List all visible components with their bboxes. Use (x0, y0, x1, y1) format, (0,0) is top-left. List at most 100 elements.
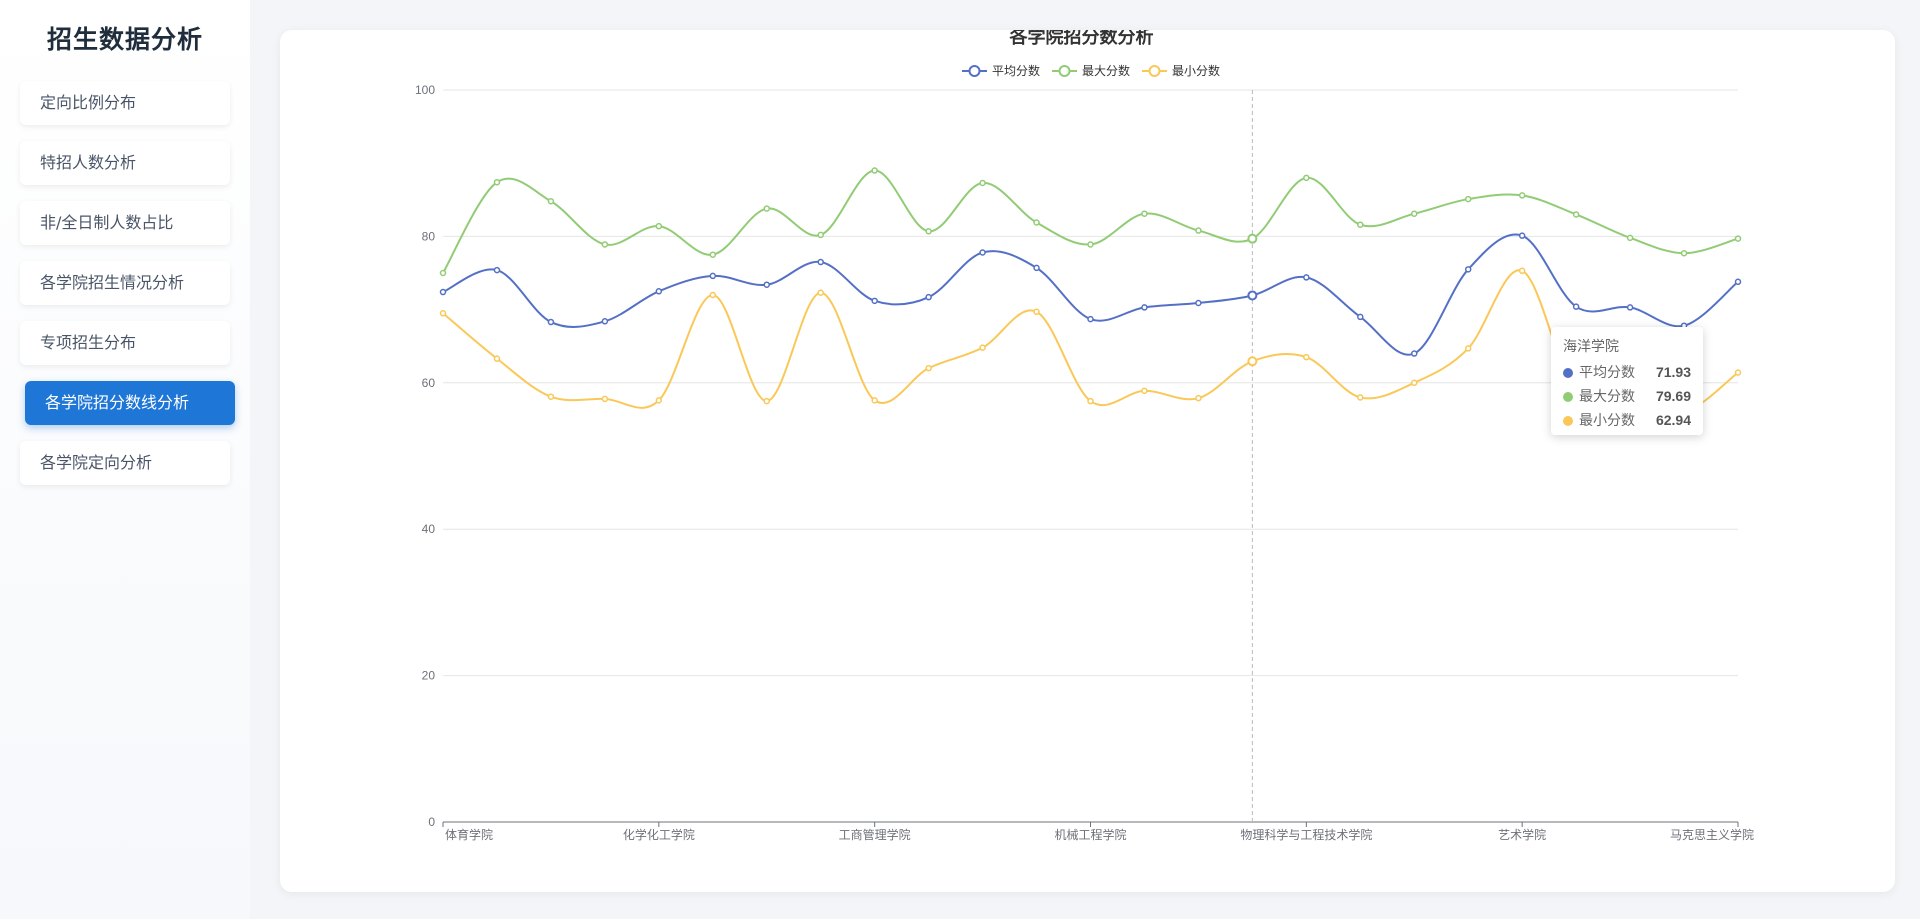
data-point-1-15 (1247, 233, 1258, 244)
data-point-1-16 (1303, 174, 1310, 182)
data-point-1-11 (1033, 219, 1040, 226)
data-point-2-2 (547, 393, 555, 400)
data-point-0-7 (817, 258, 824, 266)
data-point-2-16 (1303, 353, 1310, 361)
chart-tooltip: 海洋学院 平均分数 71.93 最大分数 79.69 最小分数 62.94 (1551, 327, 1703, 435)
tooltip-value-min: 62.94 (1655, 412, 1691, 428)
data-point-2-1 (493, 355, 501, 362)
tooltip-label-avg: 平均分数 (1579, 364, 1635, 380)
data-point-0-24 (1734, 278, 1742, 286)
data-point-2-9 (925, 364, 932, 372)
data-point-2-18 (1411, 379, 1418, 387)
tooltip-value-max: 79.69 (1655, 388, 1691, 404)
data-point-1-18 (1411, 210, 1418, 217)
sidebar-item-college-enrollment[interactable]: 各学院招生情况分析 (20, 261, 230, 305)
data-point-0-5 (709, 272, 717, 280)
data-point-0-8 (871, 297, 878, 305)
data-point-1-0 (439, 269, 447, 277)
sidebar-item-score-line[interactable]: 各学院招分数线分析 (25, 381, 235, 425)
data-point-1-19 (1464, 195, 1472, 203)
data-point-0-0 (439, 288, 447, 296)
data-point-2-19 (1464, 345, 1472, 352)
x-tick-label-0: 体育学院 (445, 827, 493, 842)
chart-card: 各学院招分数分析 平均分数 最大分数 最小分数 0 20 40 60 80 100 体育学院 化学化工… (280, 30, 1895, 892)
data-point-2-15 (1247, 356, 1258, 367)
data-point-2-8 (871, 397, 878, 404)
tooltip-title: 海洋学院 (1563, 338, 1619, 354)
data-point-0-6 (763, 281, 770, 288)
data-point-1-24 (1734, 235, 1742, 242)
data-point-0-2 (547, 318, 555, 326)
tooltip-value-avg: 71.93 (1655, 364, 1691, 380)
data-point-0-15 (1247, 290, 1258, 301)
x-tick-label-2: 工商管理学院 (839, 827, 911, 842)
data-point-2-11 (1033, 308, 1040, 316)
y-tick-label-0: 0 (428, 815, 435, 829)
data-point-2-4 (655, 397, 663, 404)
data-point-2-13 (1141, 387, 1148, 395)
data-point-1-1 (493, 178, 501, 186)
series-line-2 (442, 269, 1739, 416)
x-tick-label-6: 马克思主义学院 (1670, 827, 1754, 842)
data-point-2-0 (439, 310, 447, 317)
data-point-1-8 (871, 167, 878, 174)
data-point-1-6 (763, 205, 770, 212)
tooltip-label-min: 最小分数 (1579, 412, 1635, 428)
data-point-0-11 (1033, 264, 1040, 272)
data-point-1-20 (1518, 192, 1526, 199)
data-point-1-23 (1680, 249, 1688, 257)
y-tick-label-100: 100 (415, 83, 435, 97)
data-point-0-12 (1087, 315, 1094, 323)
legend-label-2: 最小分数 (1172, 63, 1220, 78)
data-point-1-2 (547, 198, 555, 205)
series-line-0 (442, 233, 1739, 356)
data-point-2-5 (709, 291, 717, 299)
sidebar: 招生数据分析 定向比例分布 特招人数分析 非/全日制人数占比 各学院招生情况分析… (0, 0, 250, 919)
legend-label-0: 平均分数 (992, 63, 1040, 78)
data-point-1-17 (1357, 221, 1364, 228)
data-point-0-22 (1626, 304, 1634, 311)
sidebar-item-fulltime-ratio[interactable]: 非/全日制人数占比 (20, 201, 230, 245)
data-point-0-13 (1141, 304, 1148, 311)
data-point-2-3 (601, 395, 609, 403)
data-point-1-13 (1141, 210, 1148, 217)
tooltip-row-avg: 平均分数 71.93 (1563, 360, 1691, 384)
y-tick-label-20: 20 (422, 669, 436, 683)
sidebar-item-special-recruit[interactable]: 特招人数分析 (20, 141, 230, 185)
x-tick-label-5: 艺术学院 (1498, 827, 1546, 842)
data-point-0-21 (1572, 303, 1580, 310)
y-tick-label-40: 40 (422, 522, 436, 536)
sidebar-item-special-program[interactable]: 专项招生分布 (20, 321, 230, 365)
data-point-1-10 (979, 179, 986, 187)
x-tick-label-4: 物理科学与工程技术学院 (1240, 827, 1372, 842)
data-point-1-4 (655, 222, 663, 230)
legend-marker-2 (1148, 65, 1161, 77)
data-point-0-18 (1411, 350, 1418, 357)
x-tick-label-1: 化学化工学院 (623, 827, 695, 842)
data-point-1-12 (1087, 241, 1094, 248)
data-point-2-24 (1734, 369, 1742, 376)
tooltip-dot-min (1563, 416, 1573, 426)
data-point-0-14 (1195, 299, 1202, 307)
data-point-2-10 (979, 344, 986, 351)
data-point-0-19 (1464, 266, 1472, 273)
data-point-2-7 (817, 289, 824, 297)
sidebar-item-college-orientation[interactable]: 各学院定向分析 (20, 441, 230, 485)
sidebar-item-orientation-ratio[interactable]: 定向比例分布 (20, 81, 230, 125)
data-point-0-16 (1303, 274, 1310, 281)
data-point-1-22 (1626, 234, 1634, 242)
data-point-1-21 (1572, 211, 1580, 218)
data-point-0-3 (601, 318, 609, 325)
data-point-0-4 (655, 288, 663, 295)
data-point-2-20 (1518, 267, 1526, 275)
data-point-0-20 (1518, 232, 1526, 239)
data-point-0-10 (979, 249, 986, 256)
tooltip-dot-avg (1563, 368, 1573, 378)
data-point-1-14 (1195, 227, 1202, 234)
y-tick-label-60: 60 (422, 376, 436, 390)
data-point-0-9 (925, 293, 932, 301)
data-point-2-17 (1357, 394, 1364, 401)
series-line-1 (442, 169, 1739, 274)
tooltip-row-max: 最大分数 79.69 (1563, 384, 1691, 408)
